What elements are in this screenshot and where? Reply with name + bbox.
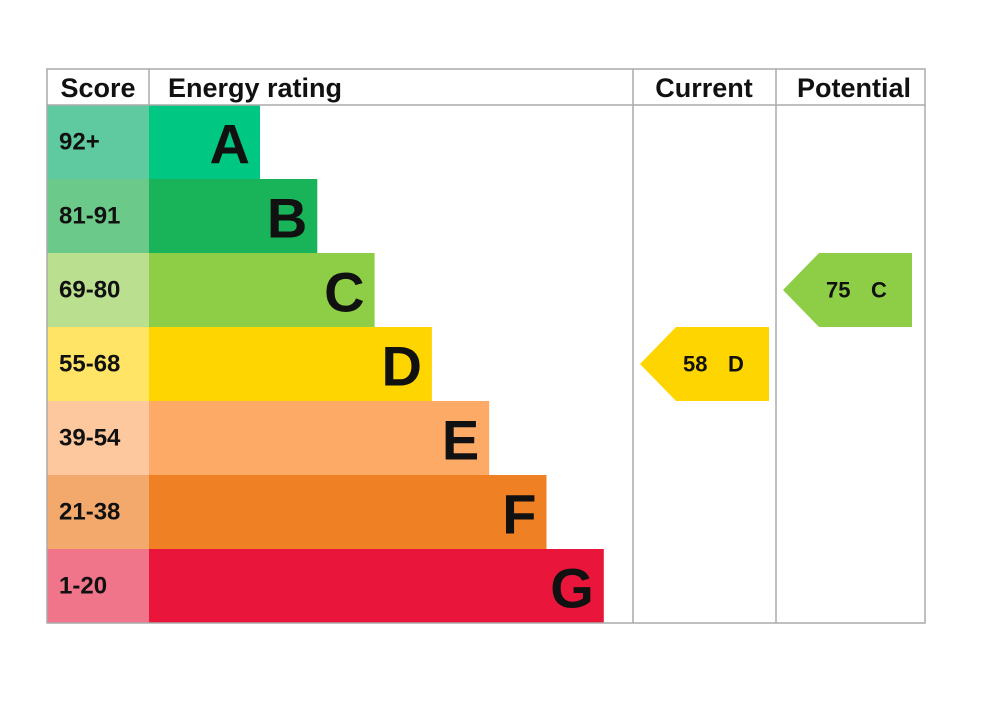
rating-letter: G bbox=[550, 557, 594, 620]
score-cell bbox=[47, 105, 149, 179]
score-cell bbox=[47, 401, 149, 475]
rating-bar bbox=[149, 327, 432, 401]
score-label: 21-38 bbox=[59, 499, 120, 526]
rating-bar bbox=[149, 253, 375, 327]
rating-letter: F bbox=[502, 483, 536, 546]
current-score: 58 bbox=[683, 352, 707, 377]
current-arrow bbox=[640, 327, 769, 401]
rating-bar bbox=[149, 401, 490, 475]
potential-rating: C bbox=[871, 278, 887, 303]
score-cell bbox=[47, 327, 149, 401]
current-header: Current bbox=[655, 73, 753, 103]
score-cell bbox=[47, 179, 149, 253]
rating-bar bbox=[149, 105, 260, 179]
score-label: 39-54 bbox=[59, 425, 121, 452]
score-label: 1-20 bbox=[59, 573, 107, 600]
score-header: Score bbox=[60, 73, 135, 103]
current-rating: D bbox=[728, 352, 744, 377]
rating-letter: A bbox=[210, 113, 250, 176]
rating-bar bbox=[149, 549, 604, 623]
potential-header: Potential bbox=[797, 73, 911, 103]
score-label: 69-80 bbox=[59, 277, 120, 304]
score-label: 55-68 bbox=[59, 351, 120, 378]
score-label: 92+ bbox=[59, 129, 100, 156]
rating-letter: B bbox=[267, 187, 307, 250]
rating-header: Energy rating bbox=[168, 73, 342, 103]
score-cell bbox=[47, 475, 149, 549]
table-border bbox=[46, 68, 926, 624]
score-label: 81-91 bbox=[59, 203, 120, 230]
potential-score: 75 bbox=[826, 278, 850, 303]
score-cell bbox=[47, 253, 149, 327]
score-cell bbox=[47, 549, 149, 623]
rating-letter: E bbox=[442, 409, 479, 472]
rating-letter: C bbox=[324, 261, 364, 324]
rating-bar bbox=[149, 475, 547, 549]
potential-arrow bbox=[783, 253, 912, 327]
rating-bar bbox=[149, 179, 318, 253]
rating-letter: D bbox=[381, 335, 421, 398]
